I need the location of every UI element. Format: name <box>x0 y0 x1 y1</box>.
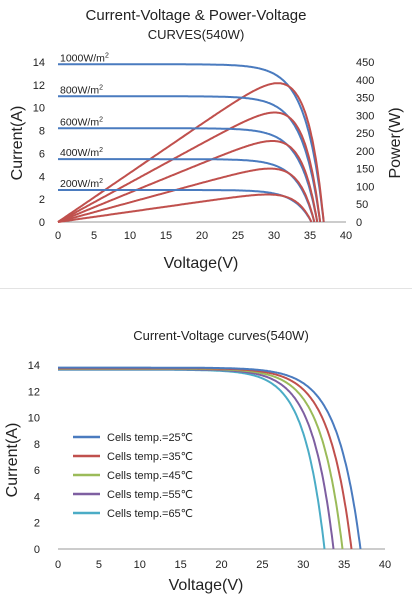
y-axis-label: Current(A) <box>9 106 26 181</box>
tick-labels: 0 5 10 15 20 25 30 35 40 0 2 4 6 8 10 12 14 <box>28 360 391 571</box>
y-tick-label: 2 <box>39 194 45 206</box>
y2-tick-label: 450 <box>356 57 374 69</box>
y-tick-label: 0 <box>39 217 45 229</box>
y-tick-label: 2 <box>34 518 40 530</box>
iv-temperature-chart: Current-Voltage curves(540W) 0 5 10 15 20 25 3… <box>4 328 391 594</box>
series-lines <box>58 366 362 550</box>
chart-subtitle: CURVES(540W) <box>148 27 245 42</box>
x-tick-label: 25 <box>256 559 268 571</box>
y2-tick-label: 350 <box>356 93 374 105</box>
y-tick-label: 14 <box>28 360 40 372</box>
x-tick-label: 20 <box>215 559 227 571</box>
x-tick-label: 20 <box>196 230 208 242</box>
series-lines <box>57 63 325 223</box>
y2-tick-label: 250 <box>356 128 374 140</box>
y-tick-label: 14 <box>33 57 45 69</box>
current-curve <box>58 127 319 223</box>
y-tick-label: 6 <box>39 148 45 160</box>
power-curve <box>57 167 316 223</box>
current-curve <box>58 158 316 223</box>
tick-labels: 0 5 10 15 20 25 30 35 40024681012140501001502002… <box>33 57 375 242</box>
y-tick-label: 12 <box>28 386 40 398</box>
y2-tick-label: 0 <box>356 217 362 229</box>
x-tick-label: 5 <box>91 230 97 242</box>
x-tick-label: 0 <box>55 559 61 571</box>
power-curve <box>57 193 313 223</box>
y-tick-label: 8 <box>34 439 40 451</box>
x-tick-label: 35 <box>338 559 350 571</box>
current-curve <box>58 189 313 223</box>
y2-tick-label: 100 <box>356 181 374 193</box>
y2-tick-label: 300 <box>356 110 374 122</box>
x-axis-label: Voltage(V) <box>164 255 239 272</box>
irradiance-label: 800W/m2 <box>60 84 103 96</box>
x-tick-label: 40 <box>379 559 391 571</box>
chart-title: Current-Voltage & Power-Voltage <box>86 7 307 24</box>
legend-label: Cells temp.=25℃ <box>107 432 193 444</box>
y-tick-label: 10 <box>33 103 45 115</box>
x-tick-label: 15 <box>175 559 187 571</box>
x-tick-label: 15 <box>160 230 172 242</box>
y-tick-label: 8 <box>39 126 45 138</box>
chart-title: Current-Voltage curves(540W) <box>133 328 309 343</box>
x-tick-label: 40 <box>340 230 352 242</box>
y2-tick-label: 200 <box>356 146 374 158</box>
legend-label: Cells temp.=55℃ <box>107 489 193 501</box>
y-tick-label: 4 <box>34 491 40 503</box>
y-tick-label: 0 <box>34 544 40 556</box>
y-axis-label: Current(A) <box>4 423 21 498</box>
y2-tick-label: 400 <box>356 75 374 87</box>
legend: Cells temp.=25℃ Cells temp.=35℃ Cells temp… <box>73 432 193 520</box>
y2-axis-label: Power(W) <box>387 107 404 178</box>
divider <box>0 288 412 289</box>
y-tick-label: 6 <box>34 465 40 477</box>
y-tick-label: 12 <box>33 80 45 92</box>
irradiance-label: 400W/m2 <box>60 147 103 159</box>
y2-tick-label: 150 <box>356 164 374 176</box>
current-curve <box>58 63 325 223</box>
legend-label: Cells temp.=65℃ <box>107 508 193 520</box>
power-curve <box>57 82 325 223</box>
iv-curve <box>58 366 362 550</box>
x-tick-label: 30 <box>297 559 309 571</box>
power-curve <box>57 111 322 223</box>
x-tick-label: 10 <box>134 559 146 571</box>
power-curve <box>57 140 319 223</box>
current-curve <box>58 95 322 223</box>
irradiance-label: 200W/m2 <box>60 178 103 190</box>
y-tick-label: 10 <box>28 413 40 425</box>
x-tick-label: 10 <box>124 230 136 242</box>
iv-pv-chart: Current-Voltage & Power-Voltage CURVES(5… <box>9 7 404 272</box>
x-tick-label: 0 <box>55 230 61 242</box>
irradiance-labels: 1000W/m2 800W/m2 600W/m2 400W/m2 200W/m2 <box>60 52 109 190</box>
x-axis-label: Voltage(V) <box>169 577 244 594</box>
y-tick-label: 4 <box>39 171 45 183</box>
x-tick-label: 30 <box>268 230 280 242</box>
iv-curve <box>58 367 344 550</box>
irradiance-label: 600W/m2 <box>60 116 103 128</box>
iv-curve <box>58 368 335 550</box>
x-tick-label: 25 <box>232 230 244 242</box>
x-tick-label: 5 <box>96 559 102 571</box>
irradiance-label: 1000W/m2 <box>60 52 109 64</box>
legend-label: Cells temp.=35℃ <box>107 451 193 463</box>
legend-label: Cells temp.=45℃ <box>107 470 193 482</box>
y2-tick-label: 50 <box>356 199 368 211</box>
x-tick-label: 35 <box>304 230 316 242</box>
iv-curve <box>58 367 353 550</box>
